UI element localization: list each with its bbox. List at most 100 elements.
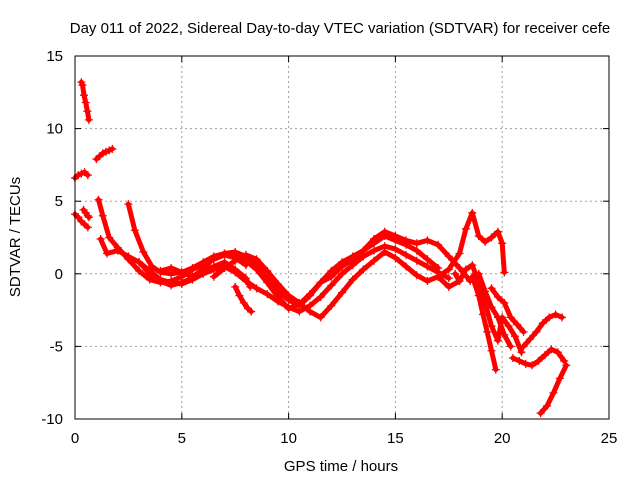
data-point xyxy=(359,265,368,274)
data-point xyxy=(252,255,261,264)
data-point xyxy=(487,284,496,293)
series-seg-a xyxy=(77,78,93,124)
data-point xyxy=(434,272,443,281)
data-point xyxy=(247,307,256,316)
series-line xyxy=(452,262,524,355)
data-point xyxy=(444,274,453,283)
data-point xyxy=(147,262,156,271)
data-point xyxy=(316,278,325,287)
data-point xyxy=(504,322,513,331)
data-point xyxy=(316,293,325,302)
data-point xyxy=(391,245,400,254)
series-seg-c xyxy=(92,144,117,164)
data-point xyxy=(103,249,112,258)
data-point xyxy=(239,298,248,307)
data-point xyxy=(338,269,346,278)
data-point xyxy=(380,227,389,236)
data-point xyxy=(130,226,139,235)
data-point xyxy=(402,250,411,259)
data-point xyxy=(79,91,88,100)
data-point xyxy=(511,332,520,341)
data-point xyxy=(83,171,92,180)
series-seg-n xyxy=(451,261,526,357)
data-point xyxy=(461,224,470,233)
series-seg-l xyxy=(231,282,256,316)
data-point xyxy=(468,272,477,281)
y-tick-label: 0 xyxy=(55,266,63,283)
data-point xyxy=(481,287,490,296)
data-point xyxy=(444,282,453,291)
data-point xyxy=(139,248,148,257)
x-tick-label: 15 xyxy=(387,430,404,447)
data-point xyxy=(423,236,432,245)
data-point xyxy=(305,290,314,299)
data-point xyxy=(94,195,103,204)
data-point xyxy=(500,298,509,307)
data-point xyxy=(461,265,470,274)
series-seg-o xyxy=(468,272,500,374)
data-point xyxy=(555,374,564,383)
data-point xyxy=(327,301,336,310)
series-seg-k xyxy=(209,248,464,322)
data-point xyxy=(252,284,261,293)
data-point xyxy=(209,272,218,281)
data-point xyxy=(273,279,282,288)
data-point xyxy=(528,361,537,370)
data-point xyxy=(84,115,93,124)
data-point xyxy=(455,249,464,258)
y-tick-label: 10 xyxy=(46,121,63,138)
y-tick-label: -10 xyxy=(41,411,63,428)
data-point xyxy=(519,342,528,351)
data-point xyxy=(478,310,487,319)
data-point xyxy=(545,313,554,322)
data-point xyxy=(380,248,389,257)
data-point xyxy=(156,266,165,275)
data-point xyxy=(444,265,453,274)
series-seg-p xyxy=(474,269,515,351)
data-point xyxy=(83,211,92,220)
data-point xyxy=(560,356,569,365)
data-point xyxy=(444,252,453,261)
series-seg-b xyxy=(71,168,92,182)
data-point xyxy=(498,239,507,248)
data-point xyxy=(295,298,304,307)
data-point xyxy=(177,279,186,288)
data-point xyxy=(558,313,567,322)
data-point xyxy=(135,258,144,267)
data-point xyxy=(553,348,562,357)
x-tick-label: 25 xyxy=(601,430,618,447)
data-point xyxy=(500,268,509,277)
data-point xyxy=(305,307,314,316)
data-point xyxy=(483,327,492,336)
plot-frame xyxy=(74,55,610,420)
data-point xyxy=(474,232,483,241)
data-point xyxy=(81,98,90,107)
data-point xyxy=(513,320,522,329)
data-point xyxy=(517,348,526,357)
data-point xyxy=(235,291,244,300)
series-seg-r xyxy=(508,345,569,370)
series-seg-e xyxy=(79,205,93,222)
data-point xyxy=(105,233,114,242)
data-point xyxy=(500,330,509,339)
data-point xyxy=(508,354,517,363)
data-point xyxy=(241,250,250,259)
data-point xyxy=(493,336,502,345)
data-point xyxy=(108,144,117,153)
data-point xyxy=(156,275,165,284)
data-point xyxy=(220,249,229,258)
data-point xyxy=(543,401,552,410)
data-point xyxy=(327,281,336,290)
data-point xyxy=(167,278,176,287)
data-point xyxy=(113,246,122,255)
data-point xyxy=(506,313,515,322)
data-point xyxy=(348,275,357,284)
data-point xyxy=(273,293,282,302)
data-point xyxy=(209,265,218,274)
data-point xyxy=(402,262,411,271)
data-point xyxy=(209,253,218,262)
axis-ticks: 0 5 10 15 20 25 -10 -5 0 5 10 15 xyxy=(41,48,617,447)
x-tick-label: 20 xyxy=(494,430,511,447)
data-point xyxy=(487,233,496,242)
